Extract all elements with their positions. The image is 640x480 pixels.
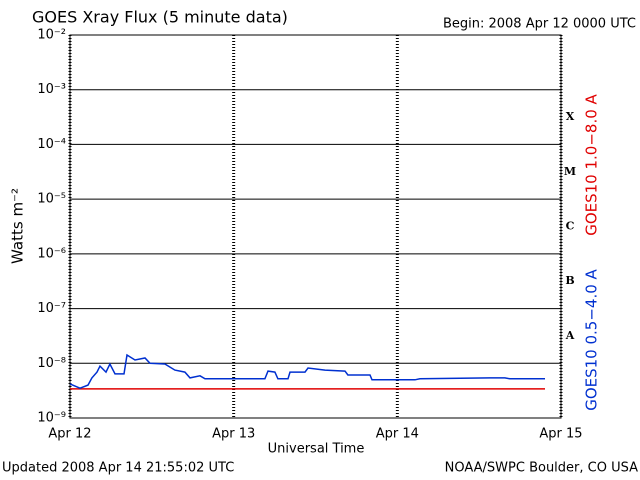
y-tick-label: 10⁻⁹ [37, 411, 66, 426]
flare-class-label: X [566, 110, 575, 123]
x-tick-label: Apr 12 [48, 427, 91, 442]
chart-title: GOES Xray Flux (5 minute data) [32, 8, 288, 27]
plot-frame [69, 34, 562, 419]
x-axis-label: Universal Time [268, 442, 365, 457]
flare-class-label: C [566, 220, 575, 233]
legend-entry: GOES10 0.5−4.0 A [583, 268, 601, 410]
y-tick-label: 10⁻² [37, 28, 66, 43]
flare-class-label: B [565, 274, 574, 287]
flare-class-label: A [565, 329, 575, 342]
y-tick-label: 10⁻³ [37, 82, 66, 97]
footer-left: Updated 2008 Apr 14 21:55:02 UTC [2, 461, 234, 476]
x-tick-label: Apr 14 [376, 427, 419, 442]
series-line [69, 353, 545, 390]
y-tick-label: 10⁻⁶ [37, 246, 66, 261]
y-tick-label: 10⁻⁷ [37, 301, 66, 316]
y-tick-label: 10⁻⁵ [37, 192, 66, 207]
y-axis-label: Watts m⁻² [9, 188, 27, 264]
chart-subtitle: Begin: 2008 Apr 12 0000 UTC [443, 17, 636, 32]
x-tick-label: Apr 15 [539, 427, 582, 442]
x-tick-label: Apr 13 [212, 427, 255, 442]
y-tick-label: 10⁻⁸ [37, 356, 66, 371]
y-tick-label: 10⁻⁴ [37, 137, 66, 152]
legend-entry: GOES10 1.0−8.0 A [583, 93, 601, 235]
footer-right: NOAA/SWPC Boulder, CO USA [445, 461, 638, 476]
flare-class-label: M [564, 165, 576, 178]
